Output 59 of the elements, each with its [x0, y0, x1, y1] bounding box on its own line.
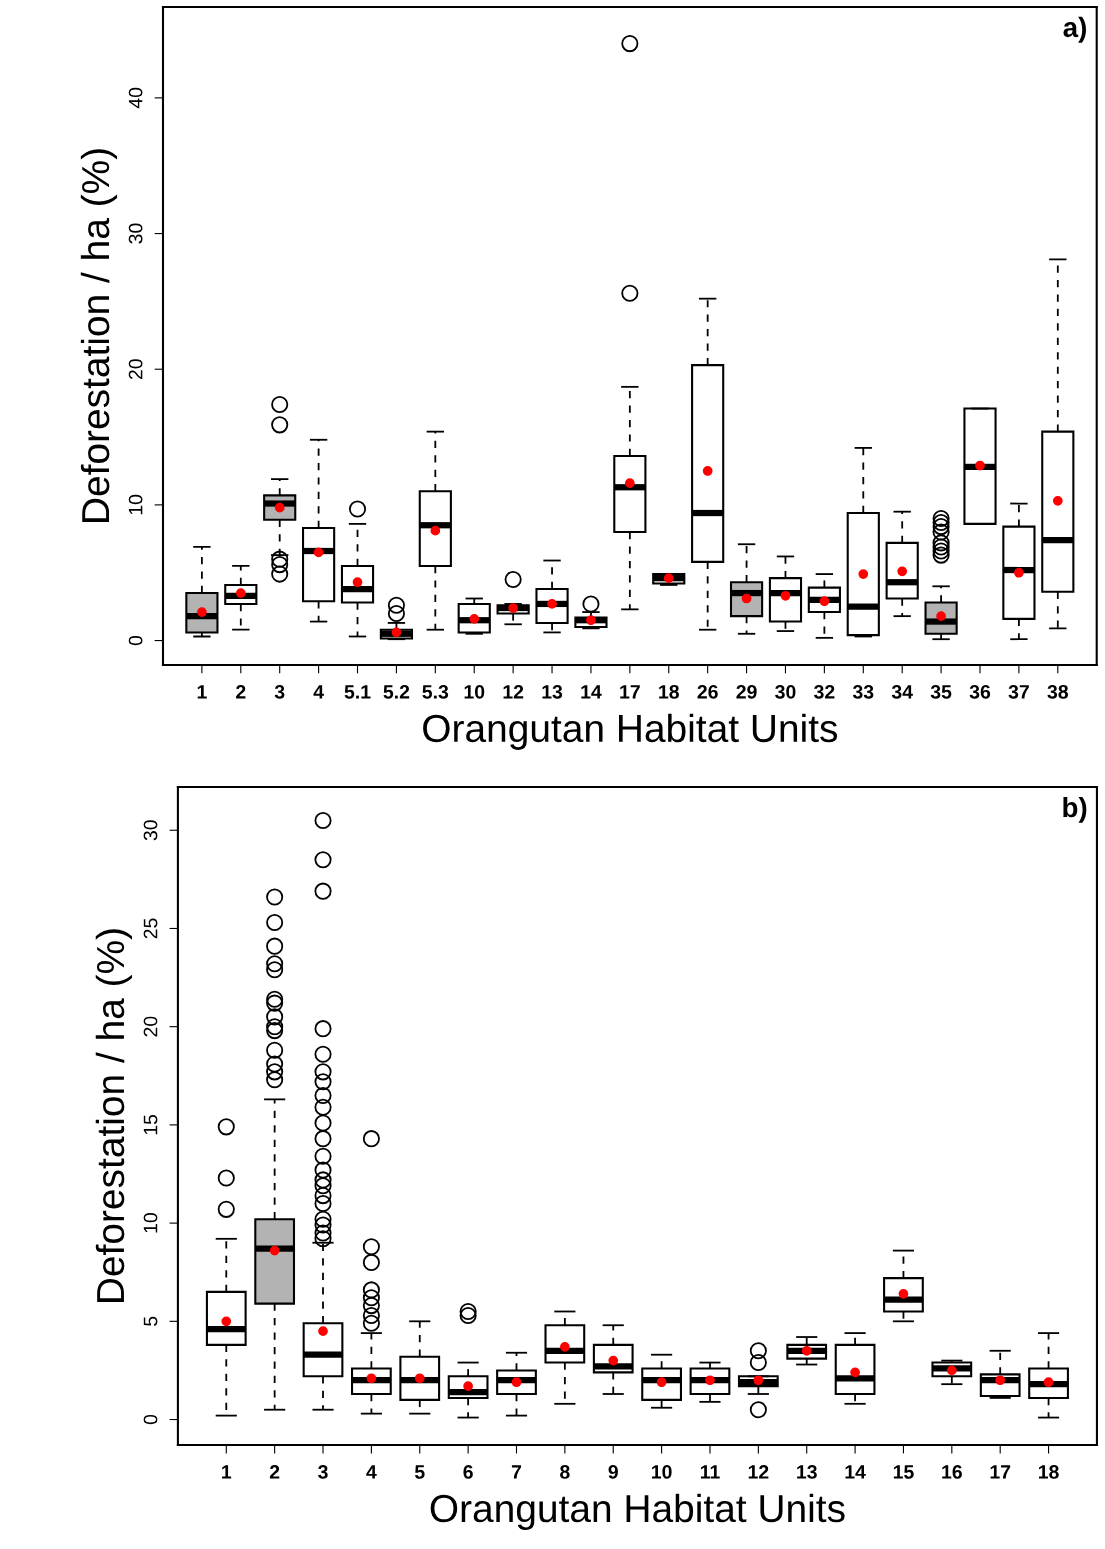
y-tick-label: 10	[128, 494, 143, 515]
x-tick-label: 3	[318, 1465, 328, 1479]
x-tick-label: 14	[845, 1465, 866, 1479]
x-tick-label: 30	[775, 684, 796, 699]
x-tick-label: 18	[659, 684, 679, 699]
x-tick-label: 5.1	[344, 685, 371, 699]
x-tick-label: 32	[814, 684, 835, 699]
x-tick-label: 15	[893, 1465, 914, 1479]
x-tick-label: 11	[700, 1465, 720, 1479]
x-tick-label: 3	[274, 684, 285, 699]
x-tick-label: 5.2	[383, 684, 410, 699]
x-tick-label: 36	[969, 684, 991, 699]
y-tick-label: 30	[143, 820, 158, 841]
x-tick-label: 13	[542, 684, 563, 699]
y-tick-label: 40	[128, 87, 143, 109]
x-tick-label: 13	[797, 1465, 817, 1479]
x-tick-label: 29	[736, 684, 757, 699]
x-tick-label: 1	[222, 1465, 232, 1479]
x-tick-label: 9	[608, 1465, 618, 1479]
y-tick-label: 15	[143, 1114, 158, 1135]
annotation: b)	[1063, 796, 1087, 823]
x-tick-label: 10	[652, 1465, 672, 1479]
x-tick-label: 34	[891, 684, 913, 699]
y-tick-label: 0	[143, 1414, 158, 1425]
x-tick-label: 17	[990, 1465, 1011, 1479]
y-tick-label: 25	[143, 918, 158, 939]
x-tick-label: 37	[1008, 684, 1029, 699]
x-axis-title: Orangutan Habitat Units	[430, 1493, 845, 1530]
x-tick-label: 8	[560, 1465, 570, 1479]
x-tick-label: 12	[503, 684, 524, 699]
x-tick-label: 1	[197, 685, 207, 699]
x-tick-label: 4	[313, 685, 324, 699]
x-tick-label: 18	[1038, 1465, 1059, 1479]
x-tick-label: 14	[581, 685, 602, 699]
x-tick-label: 5	[414, 1465, 425, 1479]
y-tick-label: 30	[128, 223, 143, 244]
y-axis-title: Deforestation / ha (%)	[95, 929, 132, 1302]
y-tick-label: 0	[128, 635, 143, 646]
x-axis-title: Orangutan Habitat Units	[423, 713, 838, 750]
x-tick-label: 26	[697, 684, 718, 699]
x-tick-label: 4	[366, 1465, 377, 1479]
y-tick-label: 10	[143, 1213, 158, 1233]
x-tick-label: 10	[464, 684, 485, 699]
x-tick-label: 17	[620, 685, 640, 699]
x-tick-label: 2	[269, 1465, 280, 1479]
x-tick-label: 6	[463, 1465, 473, 1479]
x-tick-label: 12	[748, 1465, 769, 1479]
annotation: a)	[1063, 16, 1086, 43]
x-tick-label: 7	[511, 1465, 522, 1479]
x-tick-label: 38	[1047, 684, 1069, 699]
y-tick-label: 5	[143, 1316, 158, 1326]
x-tick-label: 16	[942, 1465, 962, 1479]
y-tick-label: 20	[143, 1016, 158, 1037]
y-tick-label: 20	[128, 359, 143, 380]
x-tick-label: 35	[930, 684, 952, 699]
x-tick-label: 2	[236, 684, 246, 699]
x-tick-label: 33	[852, 684, 874, 699]
y-axis-title: Deforestation / ha (%)	[80, 149, 118, 522]
x-tick-label: 5.3	[422, 684, 449, 699]
